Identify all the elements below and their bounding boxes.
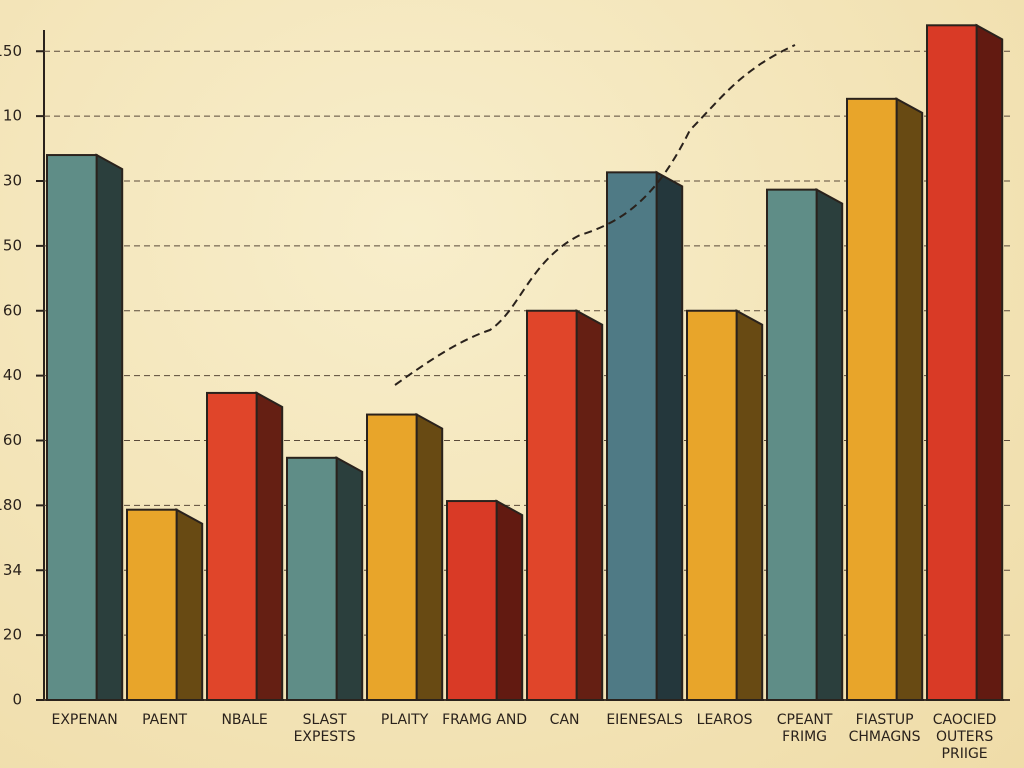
x-tick-label: PLAITY [380,712,429,728]
bar-side [735,309,764,701]
x-tick-label: PAENT [142,712,188,728]
x-tick-label: SLAST EXPESTS [293,712,356,745]
bar-side [895,97,924,701]
bar-side [975,23,1004,701]
bar-side [415,412,444,701]
bar [926,24,978,702]
bar-side [335,456,364,701]
bar [766,188,818,701]
bar-side [175,508,204,701]
y-tick-label: 30 [3,172,22,190]
y-tick-label: 150 [0,42,22,60]
bar-side [655,170,684,701]
x-tick-label: CPEANT FRIMG [776,712,833,745]
x-tick-label: FRAMG AND [442,712,528,728]
bar [126,508,178,702]
bar-side [95,153,124,701]
y-tick-label: 0 [12,691,22,709]
y-tick-label: 50 [3,236,22,254]
bar [46,154,98,702]
bar [366,413,418,701]
bar [846,97,898,701]
y-tick-label: 60 [3,301,22,319]
x-tick-label: EXPENAN [51,712,118,728]
bar [206,391,258,701]
bar-side [815,187,844,701]
x-tick-label: CAOCIED OUTERS PRIIGE [932,712,997,762]
y-tick-label: 10 [3,107,22,125]
bar-side [495,499,524,701]
x-tick-label: CAN [549,712,580,728]
bar [286,456,338,701]
bar [526,309,578,701]
x-tick-label: LEAROS [696,712,753,728]
bar [606,171,658,702]
y-tick-label: 60 [3,431,22,449]
bar [446,500,498,701]
bar [686,309,738,701]
bar-side [255,391,284,701]
bar-side [575,309,604,701]
y-tick-label: 34 [3,561,22,579]
y-tick-label: 180 [0,496,22,514]
x-tick-label: EIENESALS [606,712,683,728]
y-tick-label: 20 [3,626,22,644]
y-tick-label: 40 [3,366,22,384]
x-tick-label: NBALE [221,712,268,728]
x-tick-label: FIASTUP CHMAGNS [848,712,921,745]
